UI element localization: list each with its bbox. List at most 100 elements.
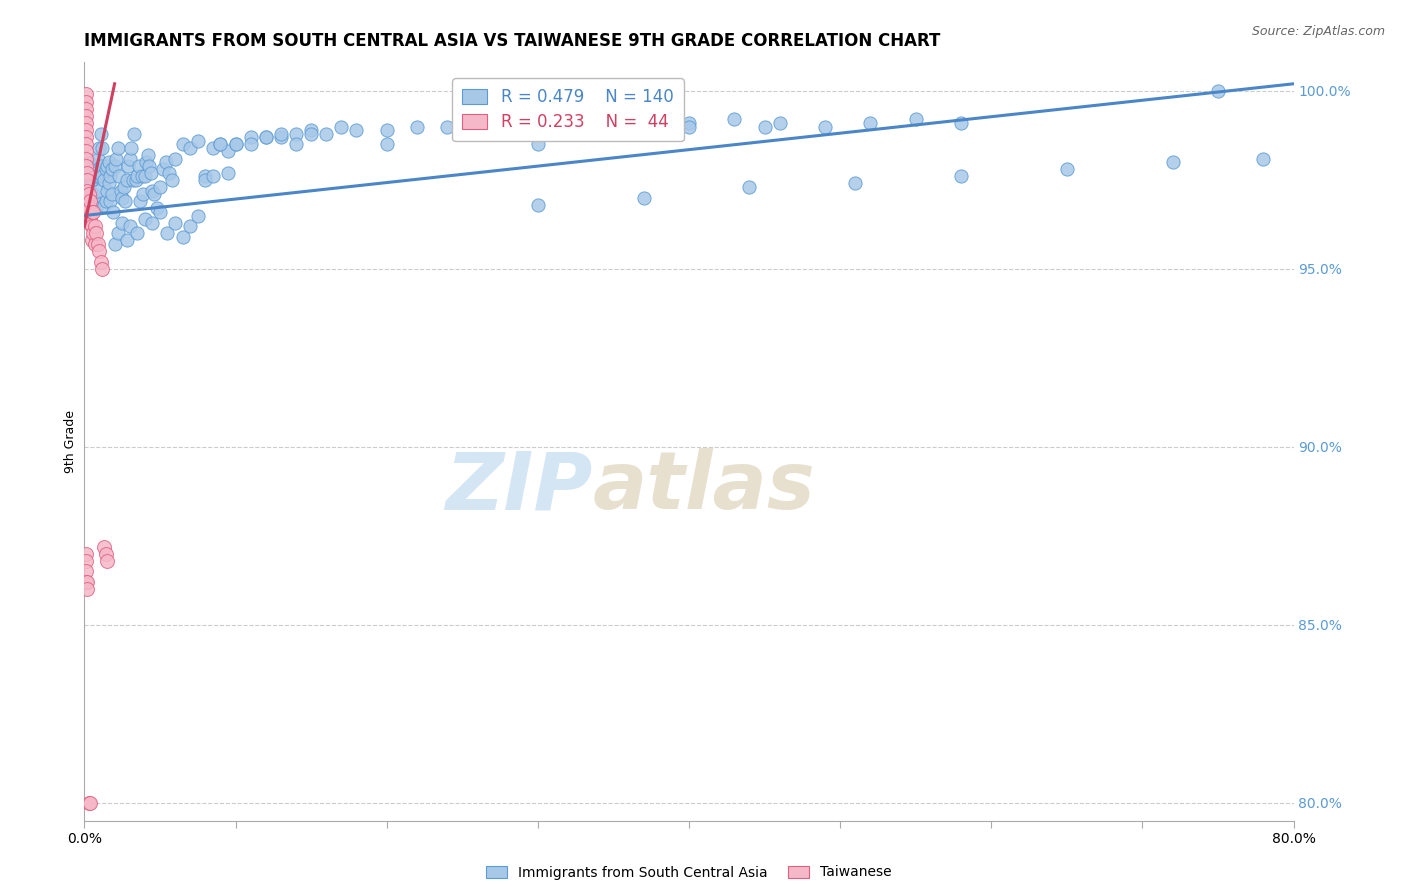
Point	[93, 173, 115, 187]
Point	[79, 796, 101, 810]
Point	[160, 173, 183, 187]
Point	[678, 120, 700, 134]
Point	[122, 127, 145, 141]
Point	[111, 216, 134, 230]
Point	[100, 187, 122, 202]
Point	[738, 180, 761, 194]
Point	[299, 127, 322, 141]
Point	[451, 127, 474, 141]
Point	[1161, 155, 1184, 169]
Point	[91, 169, 114, 184]
Point	[754, 120, 776, 134]
Point	[225, 137, 247, 152]
Point	[77, 155, 100, 169]
Point	[80, 219, 103, 234]
Point	[118, 152, 141, 166]
Text: ZIP: ZIP	[444, 448, 592, 526]
Point	[270, 130, 292, 145]
Point	[76, 205, 98, 219]
Point	[128, 159, 150, 173]
Point	[96, 554, 118, 568]
Point	[82, 227, 104, 241]
Point	[149, 205, 172, 219]
Point	[285, 127, 308, 141]
Point	[139, 166, 162, 180]
Point	[239, 130, 262, 145]
Point	[77, 796, 100, 810]
Point	[217, 145, 239, 159]
Point	[115, 173, 138, 187]
Text: Source: ZipAtlas.com: Source: ZipAtlas.com	[1251, 25, 1385, 38]
Point	[96, 184, 118, 198]
Point	[156, 227, 179, 241]
Point	[152, 162, 174, 177]
Point	[165, 216, 187, 230]
Point	[97, 155, 120, 169]
Point	[187, 134, 209, 148]
Point	[859, 116, 882, 130]
Point	[84, 219, 107, 234]
Point	[146, 202, 169, 216]
Point	[114, 194, 136, 209]
Point	[315, 127, 337, 141]
Point	[84, 237, 107, 252]
Point	[94, 194, 117, 209]
Point	[602, 127, 624, 141]
Point	[76, 173, 98, 187]
Point	[77, 198, 100, 212]
Point	[118, 219, 141, 234]
Point	[194, 173, 217, 187]
Point	[814, 120, 837, 134]
Point	[201, 141, 224, 155]
Point	[98, 169, 121, 184]
Point	[201, 169, 224, 184]
Point	[141, 184, 163, 198]
Point	[75, 130, 97, 145]
Point	[90, 159, 112, 173]
Point	[89, 244, 111, 259]
Text: atlas: atlas	[592, 448, 815, 526]
Legend: R = 0.479    N = 140, R = 0.233    N =  44: R = 0.479 N = 140, R = 0.233 N = 44	[453, 78, 683, 141]
Point	[93, 198, 115, 212]
Point	[79, 194, 101, 209]
Point	[75, 575, 97, 590]
Point	[134, 169, 156, 184]
Point	[91, 141, 114, 155]
Point	[75, 547, 97, 561]
Point	[75, 162, 97, 177]
Point	[112, 180, 135, 194]
Point	[134, 212, 156, 227]
Point	[165, 152, 187, 166]
Y-axis label: 9th Grade: 9th Grade	[65, 410, 77, 473]
Point	[299, 123, 322, 137]
Point	[375, 123, 398, 137]
Point	[76, 582, 98, 597]
Point	[77, 187, 100, 202]
Point	[75, 145, 97, 159]
Point	[75, 554, 97, 568]
Point	[209, 137, 232, 152]
Point	[75, 109, 97, 123]
Point	[110, 184, 132, 198]
Point	[121, 173, 143, 187]
Point	[82, 187, 104, 202]
Text: IMMIGRANTS FROM SOUTH CENTRAL ASIA VS TAIWANESE 9TH GRADE CORRELATION CHART: IMMIGRANTS FROM SOUTH CENTRAL ASIA VS TA…	[84, 32, 941, 50]
Point	[127, 227, 149, 241]
Point	[527, 198, 550, 212]
Point	[97, 177, 120, 191]
Point	[77, 216, 100, 230]
Legend: Immigrants from South Central Asia, Taiwanese: Immigrants from South Central Asia, Taiw…	[481, 860, 897, 885]
Point	[75, 123, 97, 137]
Point	[75, 159, 97, 173]
Point	[96, 159, 118, 173]
Point	[1056, 162, 1078, 177]
Point	[225, 137, 247, 152]
Point	[194, 169, 217, 184]
Point	[1253, 152, 1275, 166]
Point	[107, 141, 129, 155]
Point	[127, 169, 149, 184]
Point	[131, 169, 153, 184]
Point	[94, 162, 117, 177]
Point	[138, 159, 160, 173]
Point	[633, 116, 655, 130]
